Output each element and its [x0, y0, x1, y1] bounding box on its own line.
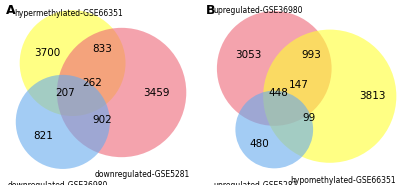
Text: 833: 833	[92, 44, 112, 54]
Text: 3700: 3700	[34, 48, 60, 58]
Text: 3053: 3053	[235, 51, 262, 60]
Circle shape	[20, 10, 126, 116]
Circle shape	[235, 91, 313, 168]
Text: A: A	[6, 4, 16, 17]
Text: 448: 448	[268, 88, 288, 97]
Text: 3459: 3459	[144, 88, 170, 97]
Circle shape	[57, 28, 186, 157]
Text: upregulated-GSE36980: upregulated-GSE36980	[214, 6, 303, 15]
Text: 262: 262	[82, 78, 102, 88]
Circle shape	[263, 30, 396, 163]
Circle shape	[217, 11, 332, 126]
Text: downregulated-GSE5281: downregulated-GSE5281	[95, 170, 190, 179]
Text: 3813: 3813	[359, 91, 386, 101]
Text: 147: 147	[288, 80, 308, 90]
Text: 993: 993	[301, 51, 321, 60]
Text: 207: 207	[55, 88, 75, 97]
Text: hypomethylated-GSE66351: hypomethylated-GSE66351	[290, 176, 396, 185]
Text: downregulated-GSE36980: downregulated-GSE36980	[8, 181, 108, 185]
Text: 99: 99	[303, 113, 316, 123]
Circle shape	[16, 75, 110, 169]
Text: hypermethylated-GSE66351: hypermethylated-GSE66351	[14, 9, 122, 18]
Text: 902: 902	[92, 115, 112, 125]
Text: B: B	[206, 4, 216, 17]
Text: upregulated-GSE5281: upregulated-GSE5281	[214, 181, 298, 185]
Text: 821: 821	[33, 131, 53, 141]
Text: 480: 480	[250, 139, 269, 149]
